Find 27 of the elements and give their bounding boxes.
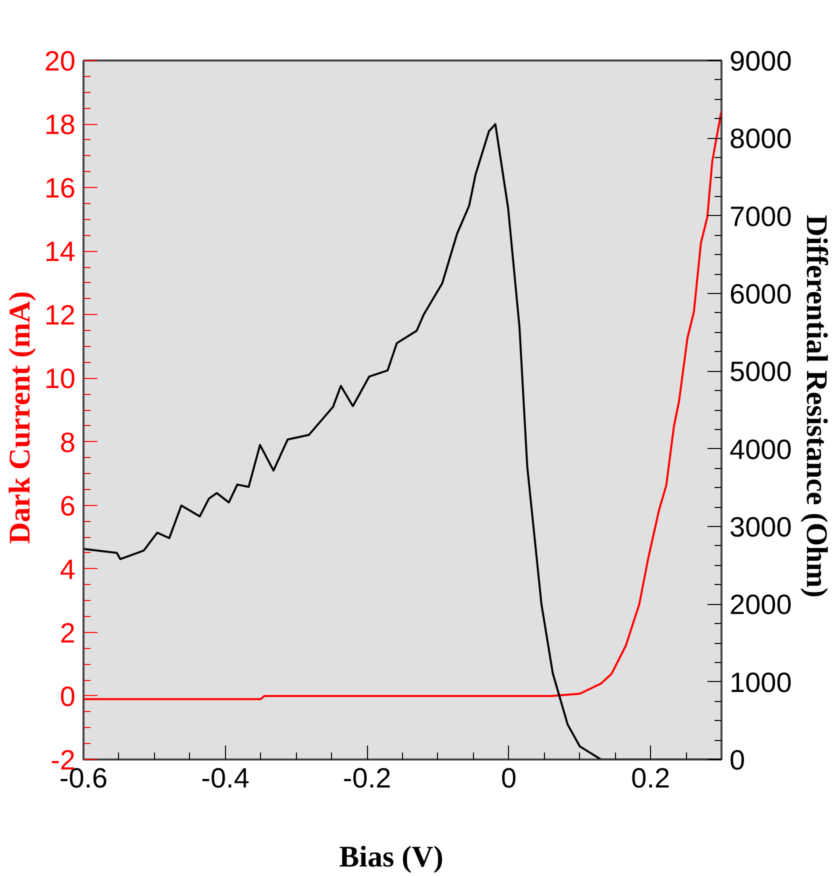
x-tick-label: 0.2 (631, 762, 670, 794)
y2-tick-label: 3000 (730, 512, 792, 542)
y-tick-label: 20 (44, 46, 76, 76)
y-tick-label: 14 (44, 236, 76, 268)
y2-tick-label: 9000 (730, 46, 792, 76)
y-tick-label: 0 (60, 680, 76, 712)
y-tick-label: 8 (60, 426, 76, 458)
y2-tick-label: 2000 (730, 589, 792, 620)
y-tick-label: 18 (44, 109, 76, 140)
y2-tick-label: 1000 (730, 666, 792, 698)
y-tick-label: 16 (44, 172, 76, 204)
y2-tick-label: 5000 (730, 356, 792, 388)
y-tick-label: 10 (44, 363, 76, 394)
y2-axis-title: Differential Resistance (Ohm) (800, 214, 833, 598)
y2-tick-label: 8000 (730, 123, 792, 154)
x-tick-label: -0.2 (342, 762, 392, 794)
y-tick-label: 2 (60, 617, 76, 648)
y-tick-label: 4 (60, 554, 76, 585)
y2-tick-label: 6000 (730, 278, 792, 310)
x-tick-label: 0 (501, 762, 517, 794)
y2-tick-label: 4000 (730, 434, 792, 465)
y2-tick-label: 7000 (730, 200, 792, 232)
x-axis-title: Bias (V) (339, 840, 444, 874)
y-tick-label: 12 (44, 300, 76, 331)
x-tick-label: -0.4 (201, 762, 250, 794)
y-axis-title: Dark Current (mA) (3, 291, 36, 544)
y-tick-label: 6 (60, 490, 76, 522)
